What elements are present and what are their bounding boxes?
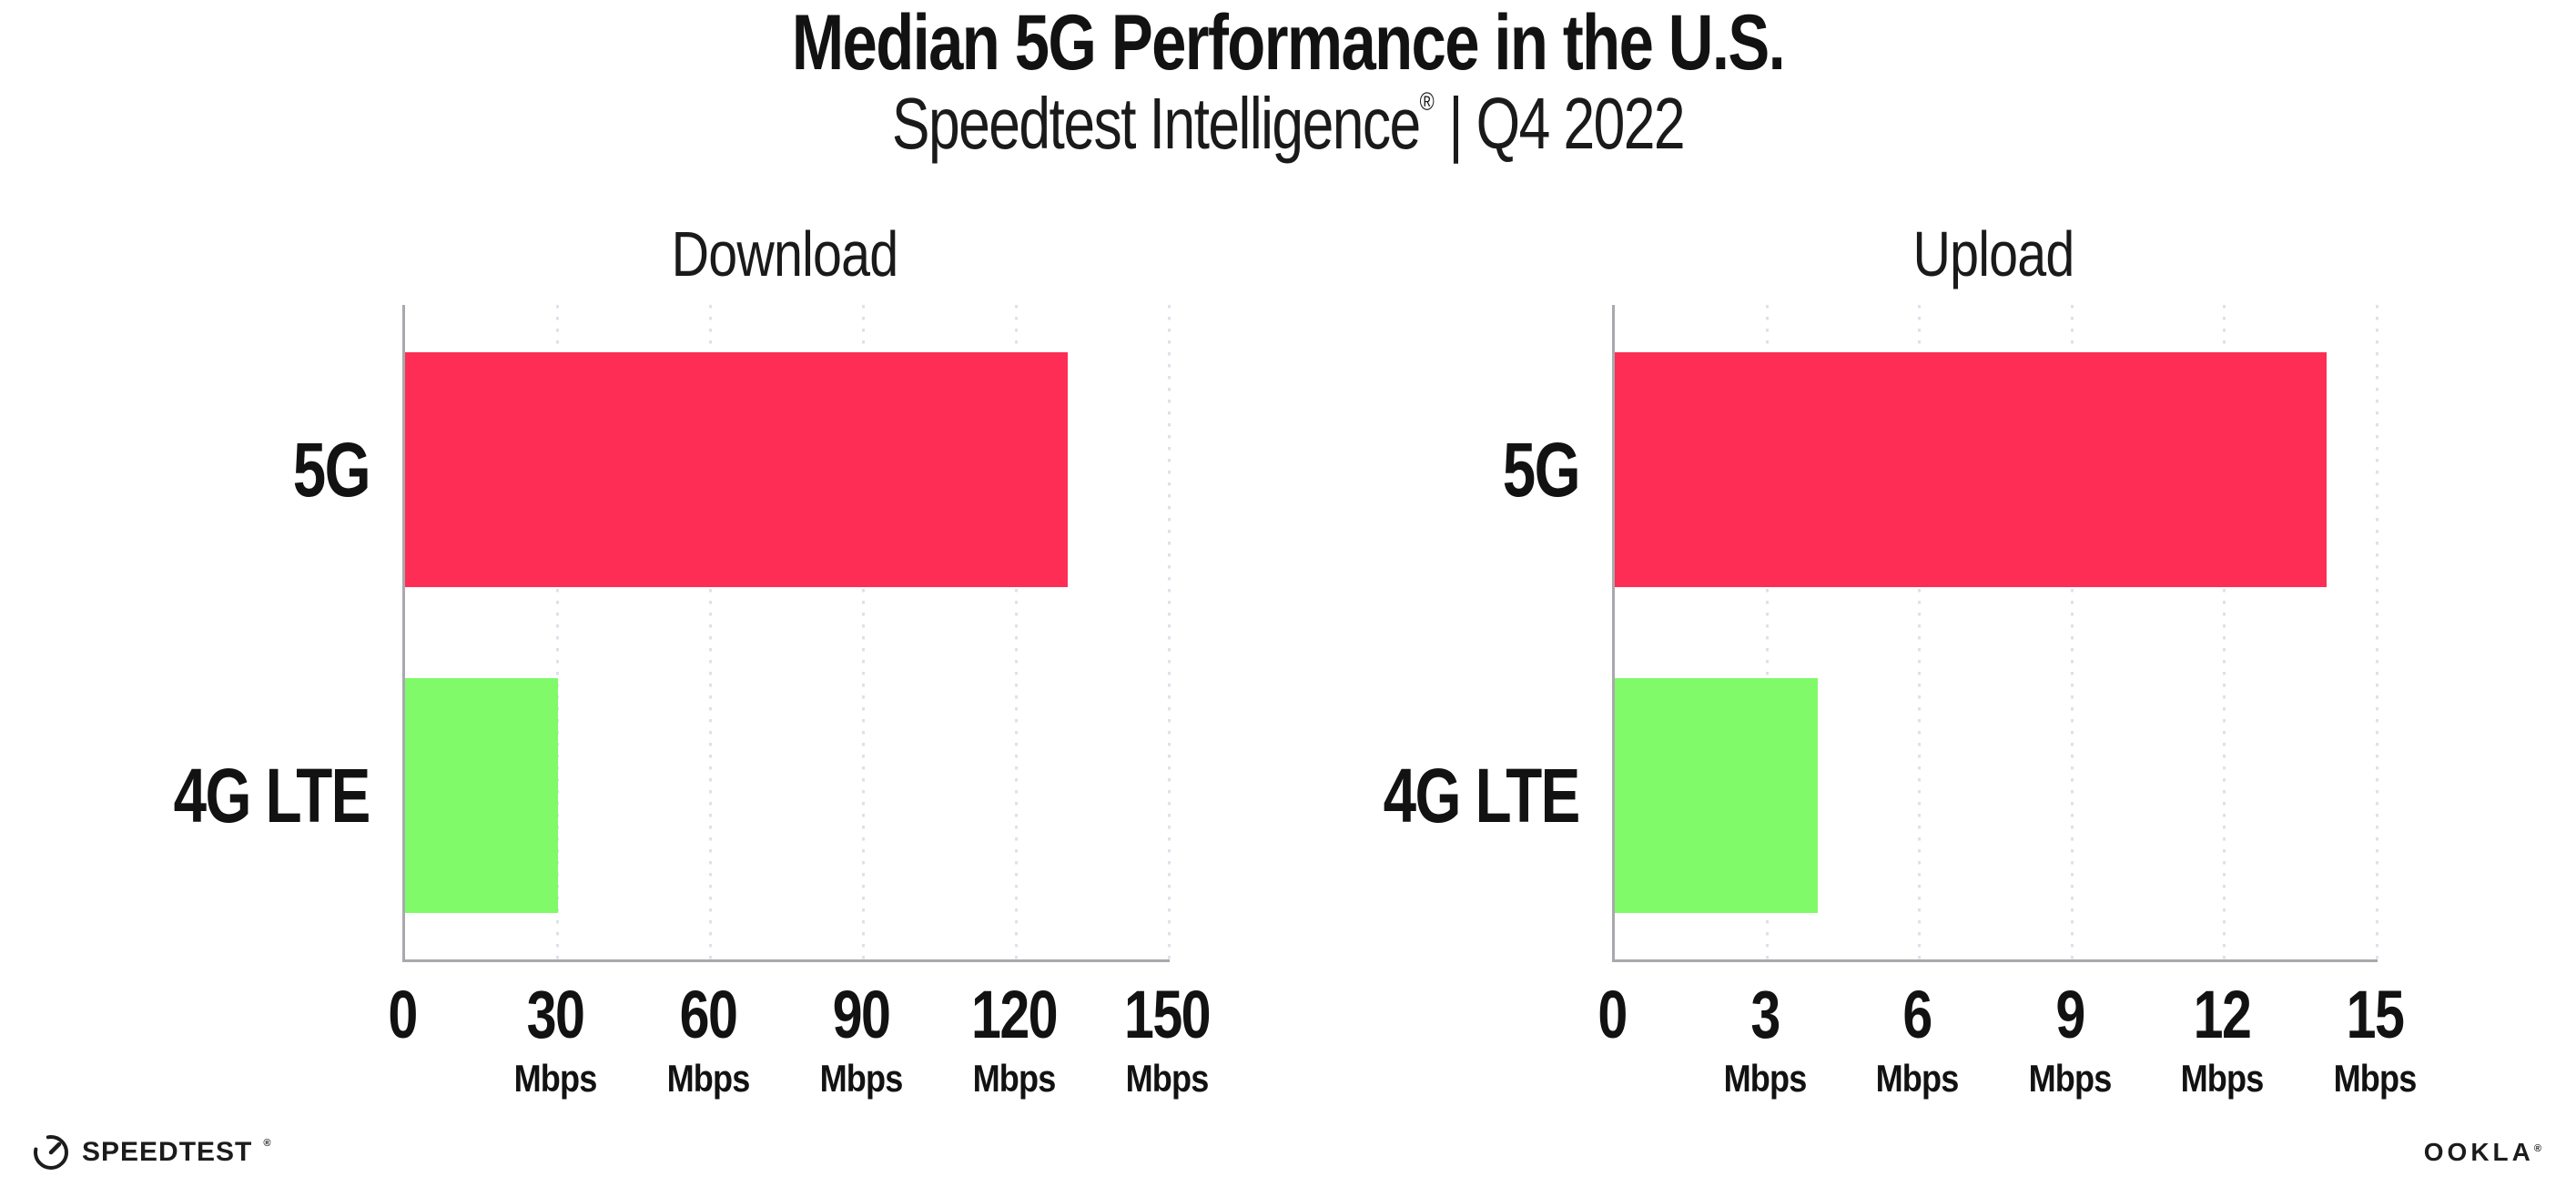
category-label-text: 5G bbox=[1502, 427, 1581, 512]
gridline-120 bbox=[1015, 305, 1018, 959]
gridline-60 bbox=[709, 305, 712, 959]
x-tick-unit: Mbps bbox=[2180, 1057, 2265, 1100]
x-tick-unit: Mbps bbox=[2333, 1057, 2418, 1100]
x-tick-90: 90 Mbps bbox=[743, 981, 979, 1098]
registered-mark: ® bbox=[1419, 87, 1435, 116]
x-tick-unit: Mbps bbox=[819, 1057, 904, 1100]
category-label-text: 4G LTE bbox=[1383, 753, 1581, 838]
x-tick-unit: Mbps bbox=[1125, 1057, 1210, 1100]
category-label-text: 5G bbox=[292, 427, 371, 512]
x-tick-150: 150 Mbps bbox=[1049, 981, 1285, 1098]
x-tick-value: 30 bbox=[526, 977, 585, 1052]
x-tick-value: 90 bbox=[832, 977, 891, 1052]
x-tick-30: 30 Mbps bbox=[437, 981, 674, 1098]
x-tick-unit: Mbps bbox=[513, 1057, 598, 1100]
x-tick-value: 0 bbox=[388, 977, 418, 1052]
subtitle: Speedtest Intelligence® | Q4 2022 bbox=[283, 87, 2292, 160]
x-tick-value: 9 bbox=[2055, 977, 2085, 1052]
category-label-download-4g-lte: 4G LTE bbox=[42, 678, 371, 913]
bar-upload-4g-lte bbox=[1615, 678, 1819, 913]
gridline-90 bbox=[862, 305, 865, 959]
gridline-150 bbox=[1168, 305, 1171, 959]
x-tick-value: 60 bbox=[679, 977, 738, 1052]
category-label-text: 4G LTE bbox=[173, 753, 371, 838]
ookla-wordmark: OOKLA bbox=[2423, 1138, 2534, 1166]
x-tick-unit: Mbps bbox=[972, 1057, 1057, 1100]
speedtest-gauge-icon bbox=[34, 1135, 68, 1170]
x-tick-9: 9 Mbps bbox=[1952, 981, 2188, 1098]
ookla-registered-mark: ® bbox=[2533, 1143, 2545, 1154]
gridline-3 bbox=[1765, 305, 1769, 959]
x-tick-0: 0 bbox=[284, 981, 521, 1049]
x-tick-unit: Mbps bbox=[2028, 1057, 2112, 1100]
gridline-30 bbox=[556, 305, 559, 959]
plot-area-download bbox=[402, 305, 1171, 962]
x-tick-15: 15 Mbps bbox=[2257, 981, 2493, 1098]
subtitle-period: Q4 2022 bbox=[1476, 83, 1686, 164]
x-tick-3: 3 Mbps bbox=[1647, 981, 1883, 1098]
plot-area-upload bbox=[1612, 305, 2378, 962]
x-tick-value: 6 bbox=[1902, 977, 1933, 1052]
gridline-12 bbox=[2223, 305, 2226, 959]
x-tick-0: 0 bbox=[1494, 981, 1730, 1049]
x-tick-unit: Mbps bbox=[1723, 1057, 1807, 1100]
speedtest-wordmark: SPEEDTEST bbox=[82, 1137, 253, 1167]
x-tick-unit: Mbps bbox=[1875, 1057, 1960, 1100]
x-tick-value: 15 bbox=[2346, 977, 2405, 1052]
category-label-upload-5g: 5G bbox=[1252, 352, 1581, 587]
x-tick-12: 12 Mbps bbox=[2104, 981, 2340, 1098]
x-tick-value: 150 bbox=[1124, 977, 1212, 1052]
bar-upload-5g bbox=[1615, 352, 2328, 587]
category-label-upload-4g-lte: 4G LTE bbox=[1252, 678, 1581, 913]
x-tick-value: 0 bbox=[1597, 977, 1628, 1052]
x-tick-unit: Mbps bbox=[666, 1057, 751, 1100]
x-tick-value: 12 bbox=[2194, 977, 2252, 1052]
category-label-download-5g: 5G bbox=[42, 352, 371, 587]
x-tick-value: 3 bbox=[1749, 977, 1780, 1052]
x-tick-60: 60 Mbps bbox=[590, 981, 827, 1098]
x-tick-120: 120 Mbps bbox=[896, 981, 1132, 1098]
speedtest-logo: SPEEDTEST ® bbox=[31, 1132, 270, 1172]
subtitle-separator: | bbox=[1448, 83, 1463, 164]
bar-download-5g bbox=[405, 352, 1068, 587]
chart-title-download: Download bbox=[671, 218, 899, 289]
x-tick-6: 6 Mbps bbox=[1799, 981, 2035, 1098]
page-title: Median 5G Performance in the U.S. bbox=[791, 0, 1786, 86]
ookla-logo: OOKLA® bbox=[2424, 1140, 2545, 1165]
gridline-6 bbox=[1918, 305, 1922, 959]
gridline-15 bbox=[2376, 305, 2378, 959]
gridline-9 bbox=[2070, 305, 2074, 959]
chart-title-upload: Upload bbox=[1912, 218, 2075, 289]
subtitle-brand: Speedtest Intelligence bbox=[891, 83, 1421, 164]
x-tick-value: 120 bbox=[971, 977, 1059, 1052]
bar-download-4g-lte bbox=[405, 678, 558, 913]
speedtest-registered-mark: ® bbox=[263, 1138, 271, 1149]
